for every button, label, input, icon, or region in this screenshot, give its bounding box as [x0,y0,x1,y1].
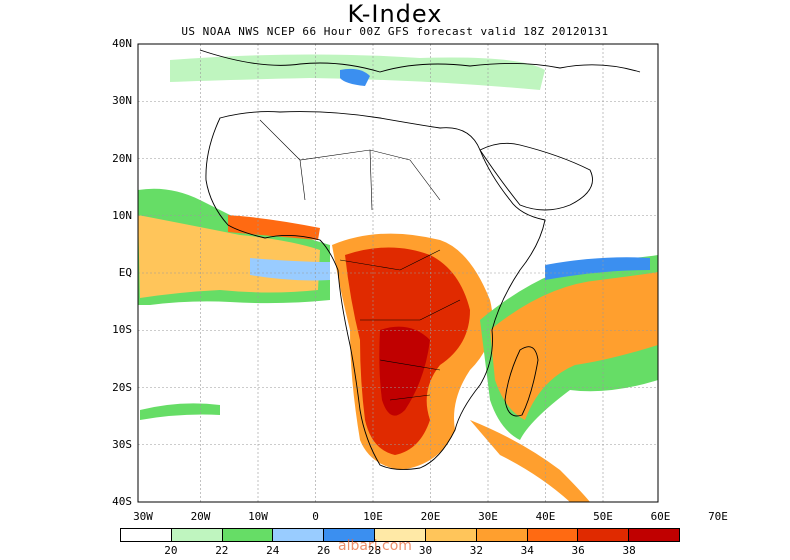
lon-label: 60E [650,510,671,523]
colorbar-swatch [628,528,680,542]
lon-label: 50E [593,510,613,523]
colorbar [120,528,680,542]
plot-frame [137,43,659,503]
colorbar-label: 22 [215,544,229,557]
colorbar-swatch [170,528,222,542]
lat-label: 20S [112,380,132,394]
field-westafrica [228,215,320,240]
field-atlantic-blue [250,258,330,281]
lon-label: 30E [478,510,498,523]
field-north-blue [340,68,370,86]
coastlines [199,49,641,470]
lon-label: 40E [535,510,556,523]
colorbar-swatch [424,528,476,542]
map-title: K-Index [347,0,443,28]
field-indian-orange [490,272,658,420]
colorbar-label: 24 [266,544,280,557]
colorbar-swatch [374,528,425,542]
map-subtitle: US NOAA NWS NCEP 66 Hour 00Z GFS forecas… [181,25,609,38]
colorbar-swatch [120,528,171,542]
lon-label: 30W [133,510,153,523]
colorbar-label: 26 [317,544,331,557]
field-south-orange [470,420,590,502]
field-indian-blue [545,257,650,280]
colorbar-label: 30 [418,544,433,557]
k-index-field [138,54,658,502]
colorbar-label: 34 [520,544,534,557]
internal-borders [259,119,461,401]
colorbar-swatch [526,528,578,542]
lat-label: 40S [112,495,132,508]
watermark: albari.com [338,538,412,554]
arabia-coastline [479,142,593,211]
lat-label: 20N [112,151,132,165]
colorbar-swatch [577,528,629,542]
colorbar-label: 20 [164,544,178,557]
colorbar-label: 36 [571,544,585,557]
field-africa-darkred [379,326,430,416]
lat-label: 30N [112,94,132,108]
lon-label: 20W [190,510,211,523]
lon-label: 10W [248,510,268,523]
lon-label: 20E [420,510,441,523]
lon-label: 0 [312,510,319,523]
europe-coastline [199,49,641,73]
lon-label: 10E [363,510,383,523]
lat-label: 10S [112,323,132,337]
lat-label: 30S [112,437,132,451]
lon-label: 70E [708,510,728,523]
colorbar-label: 28 [367,544,382,557]
graticule [138,44,658,502]
colorbar-swatch [475,528,527,542]
colorbar-swatch [221,528,273,542]
madagascar-coastline [504,346,539,417]
colorbar-label: 32 [469,544,483,557]
africa-coastline [205,111,546,470]
lat-label: 10N [112,208,132,222]
colorbar-swatch [272,528,324,542]
colorbar-swatch [323,528,375,542]
lat-label: 40N [112,37,132,50]
field-south-green [140,403,220,420]
colorbar-label: 38 [622,544,636,557]
lat-label: EQ [118,266,132,279]
